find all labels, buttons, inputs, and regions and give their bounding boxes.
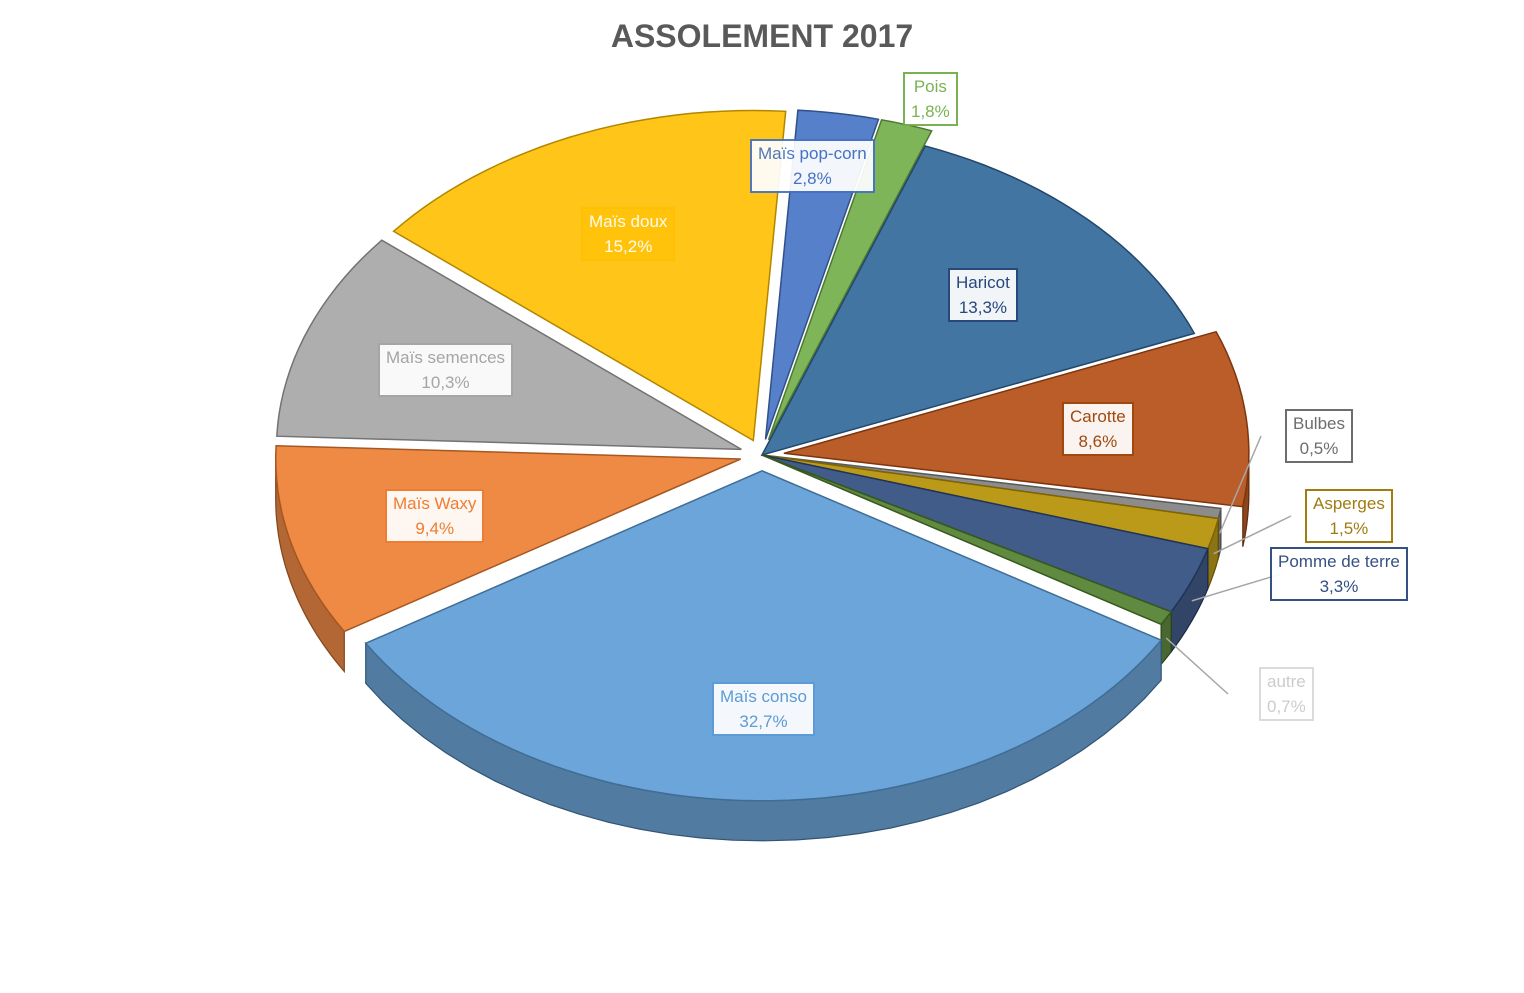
data-label-bulbes: Bulbes 0,5% <box>1285 409 1353 463</box>
leader-line-asperges <box>1213 515 1292 555</box>
data-label-value: 8,6% <box>1078 432 1118 451</box>
data-label-name: Pomme de terre <box>1278 552 1400 571</box>
data-label-value: 9,4% <box>415 519 455 538</box>
data-label-name: Carotte <box>1070 407 1126 426</box>
data-label-mais-semences: Maïs semences 10,3% <box>378 343 514 397</box>
slice-carotte <box>783 330 1250 508</box>
data-label-asperges: Asperges 1,5% <box>1305 489 1393 543</box>
data-label-value: 1,8% <box>911 102 950 121</box>
data-label-mais-conso: Maïs conso 32,7% <box>712 682 815 736</box>
data-label-value: 32,7% <box>739 712 788 731</box>
data-label-value: 15,2% <box>604 237 653 256</box>
data-label-value: 2,8% <box>792 169 832 188</box>
leader-line-bulbes <box>1218 435 1262 534</box>
slice-autre <box>761 454 1173 626</box>
pie-sides <box>275 453 1250 842</box>
slice-mais-doux <box>392 109 787 442</box>
data-label-carotte: Carotte 8,6% <box>1062 402 1134 456</box>
data-label-name: Asperges <box>1313 494 1385 513</box>
data-label-value: 1,5% <box>1329 519 1369 538</box>
data-label-name: Maïs conso <box>720 687 807 706</box>
data-label-value: 13,3% <box>958 298 1008 317</box>
data-label-name: Maïs semences <box>386 348 506 367</box>
data-label-name: Haricot <box>956 273 1010 292</box>
slice-pomme-de-terre <box>761 454 1209 613</box>
leader-lines <box>1165 435 1292 695</box>
data-label-haricot: Haricot 13,3% <box>948 268 1018 322</box>
chart-title: ASSOLEMENT 2017 <box>610 18 914 54</box>
data-label-value: 10,3% <box>421 373 470 392</box>
data-label-pomme-de-terre: Pomme de terre 3,3% <box>1270 547 1408 601</box>
data-label-mais-pop-corn: Maïs pop-corn 2,8% <box>750 139 875 193</box>
data-label-name: Maïs doux <box>589 212 668 231</box>
data-label-name: Maïs Waxy <box>393 494 477 513</box>
data-label-name: Bulbes <box>1293 414 1345 433</box>
slice-mais-conso <box>364 469 1163 802</box>
data-label-name: autre <box>1267 672 1306 691</box>
leader-line-pomme-de-terre <box>1191 573 1282 602</box>
data-label-autre: autre 0,7% <box>1259 667 1314 721</box>
leader-line-autre <box>1165 637 1229 695</box>
data-label-mais-waxy: Maïs Waxy 9,4% <box>385 489 485 543</box>
data-label-value: 0,7% <box>1267 697 1306 716</box>
data-label-mais-doux: Maïs doux 15,2% <box>581 207 676 261</box>
data-label-value: 0,5% <box>1299 439 1339 458</box>
data-label-name: Pois <box>913 77 947 96</box>
data-label-name: Maïs pop-corn <box>758 144 867 163</box>
data-label-pois: Pois 1,8% <box>903 72 958 126</box>
data-label-value: 3,3% <box>1319 577 1359 596</box>
